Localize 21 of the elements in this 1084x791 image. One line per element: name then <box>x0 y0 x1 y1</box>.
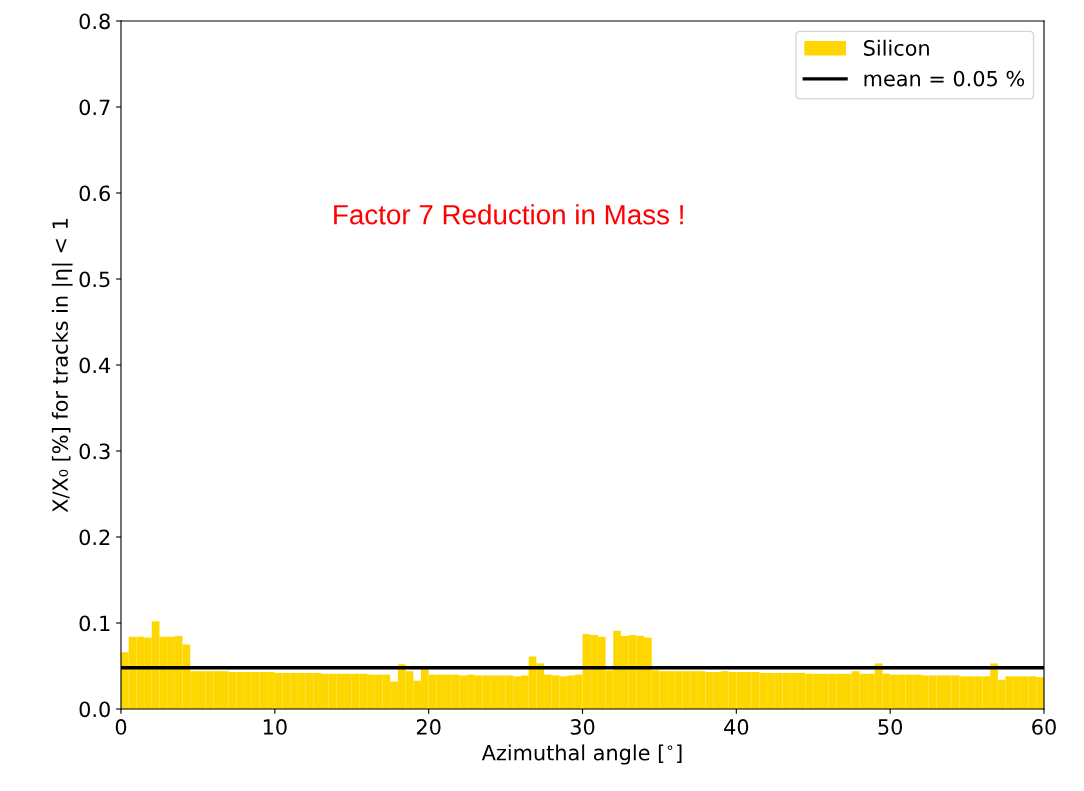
y-tick-label: 0.7 <box>79 99 110 116</box>
x-tick-label: 0 <box>115 719 127 735</box>
y-tick-label: 0.1 <box>79 615 110 632</box>
y-tick-label: 0.4 <box>79 357 111 374</box>
x-tick-label: 30 <box>570 719 595 735</box>
legend-label: mean = 0.05 % <box>864 70 1025 87</box>
x-tick-label: 20 <box>416 719 441 735</box>
x-tick-label: 10 <box>263 719 287 735</box>
x-tick-label: 60 <box>1032 719 1056 735</box>
annotation: Factor 7 Reduction in Mass ! <box>334 204 683 225</box>
y-axis-title: X/X₀ [%] for tracks in |η| < 1 <box>51 219 73 513</box>
y-tick-label: 0.3 <box>79 443 110 460</box>
legend-label: Silicon <box>864 39 929 56</box>
y-tick-label: 0.0 <box>79 701 110 718</box>
x-tick-label: 40 <box>724 719 749 735</box>
y-tick-label: 0.6 <box>79 185 110 202</box>
x-axis-title: Azimuthal angle [$^{∘}$] <box>481 744 682 765</box>
x-tick-label: 50 <box>878 719 903 735</box>
y-tick-label: 0.5 <box>79 271 110 288</box>
y-tick-label: 0.2 <box>79 529 110 546</box>
y-tick-label: 0.8 <box>79 13 110 30</box>
